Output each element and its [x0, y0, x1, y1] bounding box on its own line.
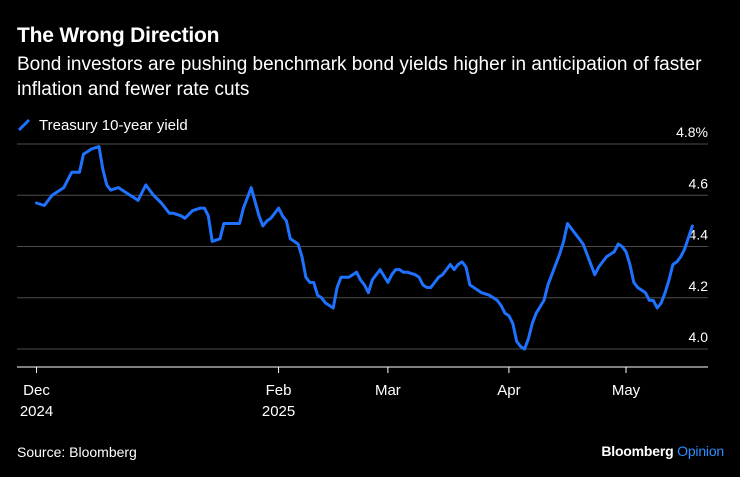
- source-note: Source: Bloomberg: [17, 444, 137, 460]
- series-line: [35, 145, 694, 351]
- x-tick-label: Mar: [375, 382, 401, 399]
- chart-subtitle: Bond investors are pushing benchmark bon…: [17, 54, 702, 100]
- x-tick-label: May: [612, 382, 641, 399]
- x-tick-label: Dec: [23, 382, 50, 399]
- y-tick-label: 4.6: [689, 175, 709, 191]
- legend-label: Treasury 10-year yield: [39, 116, 188, 134]
- y-tick-label: 4.8%: [676, 124, 708, 140]
- brand-logo: Bloomberg Opinion: [601, 443, 724, 459]
- x-tick-sublabel: 2024: [20, 403, 53, 420]
- x-tick-label: Apr: [497, 382, 520, 399]
- brand-name: Bloomberg: [601, 443, 674, 459]
- y-tick-label: 4.2: [689, 278, 709, 294]
- y-tick-label: 4.4: [689, 227, 709, 243]
- x-tick-sublabel: 2025: [262, 403, 295, 420]
- chart-title: The Wrong Direction: [17, 24, 220, 47]
- legend-swatch-icon: [17, 118, 31, 132]
- y-tick-label: 4.0: [689, 329, 709, 345]
- brand-suffix: Opinion: [677, 443, 724, 459]
- x-tick-label: Feb: [266, 382, 292, 399]
- legend: Treasury 10-year yield: [17, 116, 188, 134]
